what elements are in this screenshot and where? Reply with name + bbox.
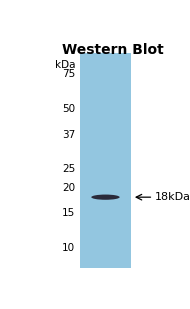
- Text: 18kDa: 18kDa: [155, 192, 190, 202]
- Text: Western Blot: Western Blot: [62, 43, 164, 57]
- Text: 75: 75: [62, 69, 75, 79]
- Ellipse shape: [91, 195, 120, 200]
- Text: 20: 20: [62, 183, 75, 193]
- Text: 10: 10: [62, 243, 75, 253]
- Text: 50: 50: [62, 104, 75, 114]
- Text: 37: 37: [62, 130, 75, 140]
- Bar: [80, 53, 131, 268]
- Text: 25: 25: [62, 164, 75, 174]
- Text: 15: 15: [62, 208, 75, 218]
- Text: kDa: kDa: [55, 60, 75, 70]
